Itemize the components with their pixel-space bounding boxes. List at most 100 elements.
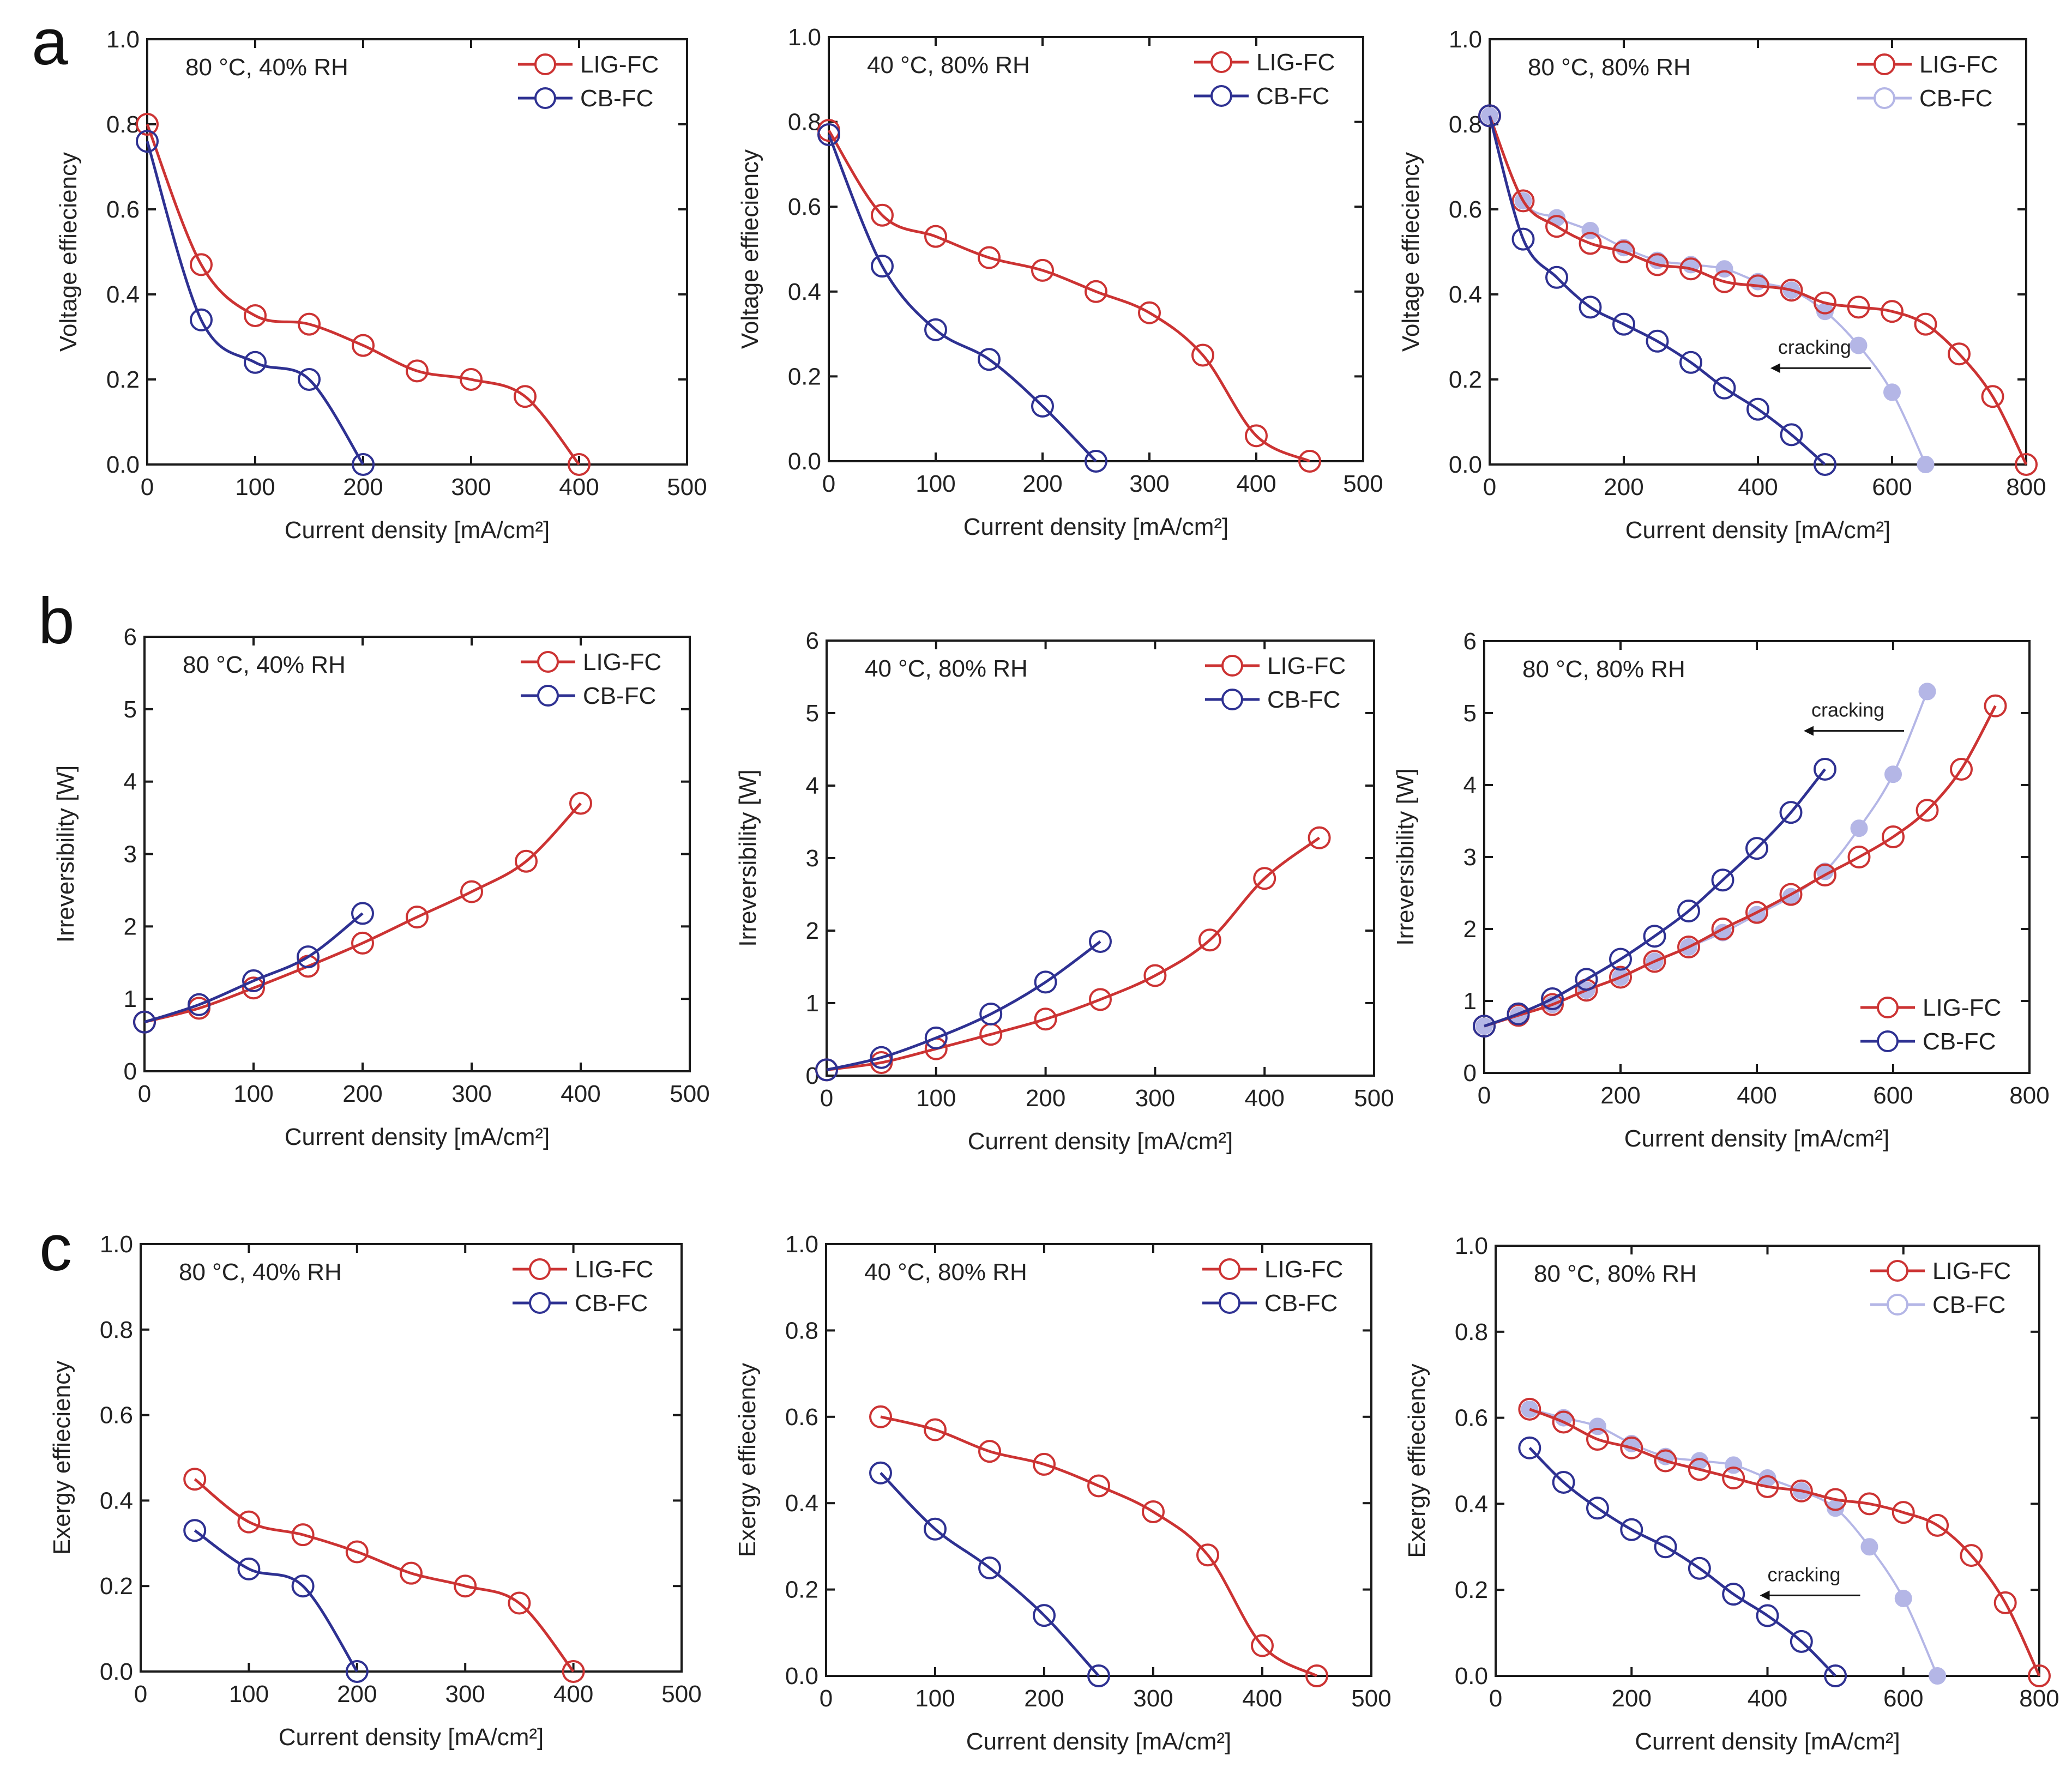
y-axis-title: Exergy effieciency	[1404, 1363, 1430, 1558]
y-axis-title: Irreversibility [W]	[734, 769, 761, 946]
y-tick-label: 3	[1463, 844, 1477, 871]
data-point-lig-fc	[1960, 1544, 1983, 1567]
data-point-cb-fc	[1643, 925, 1666, 948]
data-point-lig-fc	[1034, 1007, 1057, 1031]
x-tick-label: 500	[1351, 1685, 1391, 1712]
x-tick-label: 800	[2019, 1685, 2059, 1712]
data-point-lig-fc	[406, 906, 429, 929]
x-tick-label: 100	[916, 1085, 956, 1112]
x-tick-label: 100	[235, 474, 275, 500]
y-tick-label: 0.8	[100, 1317, 133, 1343]
x-axis-title: Current density [mA/cm²]	[1635, 1728, 1900, 1755]
data-point-cb-fc	[1541, 987, 1564, 1011]
data-point-cb-fc	[298, 368, 321, 391]
legend-marker-cb-fc	[1219, 1292, 1240, 1314]
x-tick-label: 100	[233, 1081, 273, 1107]
data-point-cb-fc	[190, 308, 213, 331]
data-point-lig-fc	[190, 253, 213, 276]
data-point-lig-fc	[1031, 258, 1054, 282]
y-tick-label: 0.0	[1455, 1663, 1488, 1690]
data-point-cb-fc-faded	[1929, 1667, 1947, 1685]
data-point-lig-fc	[515, 849, 538, 873]
legend-marker-cb-fc	[1210, 85, 1232, 107]
data-point-cb-fc	[188, 993, 210, 1016]
chart-a2: 0 100 200 300 400 500 0.0 0.2 0.4 0.6 0.8 1.0 Curren…	[737, 24, 1383, 540]
data-point-lig-fc	[1847, 846, 1871, 868]
legend-marker-cb-fc	[1887, 1294, 1908, 1316]
y-tick-label: 0.0	[1449, 451, 1482, 478]
x-tick-label: 200	[1604, 474, 1643, 500]
x-tick-label: 300	[1133, 1685, 1173, 1712]
chart-b1: 0 100 200 300 400 500 0 1 2 3 4 5 6 Current density […	[52, 624, 710, 1150]
legend-marker-cb-fc	[534, 87, 556, 109]
legend-marker-lig-fc	[1219, 1258, 1240, 1280]
data-point-cb-fc	[297, 945, 320, 969]
y-tick-label: 0.4	[100, 1487, 133, 1514]
condition-label: 80 °C, 40% RH	[179, 1259, 342, 1286]
data-point-cb-fc-faded	[1850, 336, 1868, 354]
x-tick-label: 300	[451, 1081, 491, 1107]
annotation-text: cracking	[1778, 336, 1851, 358]
y-tick-label: 2	[806, 918, 819, 944]
x-tick-label: 500	[667, 474, 707, 500]
data-point-lig-fc	[2028, 1664, 2051, 1687]
data-point-lig-fc	[1143, 964, 1167, 987]
data-point-cb-fc	[1609, 948, 1632, 971]
data-point-cb-fc	[1711, 868, 1734, 892]
y-tick-label: 0.4	[1455, 1491, 1488, 1517]
y-tick-label: 6	[806, 627, 819, 654]
panel-letter-b: b	[38, 584, 75, 657]
charts: 0 100 200 300 400 5000.00.20.40.60.81.0Curren…	[49, 24, 2059, 1755]
legend-marker-lig-fc	[537, 651, 559, 673]
data-point-cb-fc-faded	[1917, 456, 1935, 473]
data-point-lig-fc	[508, 1591, 531, 1615]
data-point-cb-fc	[1033, 1604, 1056, 1627]
data-point-cb-fc-faded	[1860, 1538, 1878, 1556]
legend-marker-lig-fc	[534, 53, 556, 75]
y-tick-label: 0.8	[785, 1317, 818, 1344]
y-tick-label: 0.2	[100, 1573, 133, 1600]
data-point-lig-fc	[237, 1510, 261, 1534]
condition-label: 80 °C, 80% RH	[1522, 656, 1685, 683]
data-point-lig-fc	[1654, 1449, 1677, 1473]
data-point-cb-fc	[1824, 1664, 1847, 1687]
annotation-arrow-head	[1760, 1590, 1770, 1601]
y-tick-label: 0.4	[785, 1490, 818, 1517]
data-point-lig-fc	[1914, 312, 1937, 336]
y-tick-label: 0	[124, 1058, 137, 1085]
x-tick-label: 400	[1236, 470, 1276, 497]
data-point-lig-fc	[1722, 1467, 1745, 1490]
y-tick-label: 0.6	[785, 1404, 818, 1431]
legend-marker-lig-fc	[1210, 51, 1232, 73]
data-point-lig-fc	[924, 225, 947, 248]
legend-marker-cb-fc	[537, 685, 559, 707]
data-point-cb-fc	[1746, 397, 1769, 421]
x-tick-label: 800	[2009, 1082, 2049, 1109]
data-point-lig-fc	[568, 453, 591, 476]
data-point-cb-fc	[1545, 266, 1568, 289]
series-line-lig-fc	[144, 802, 582, 1024]
data-point-lig-fc	[1612, 240, 1635, 263]
x-tick-label: 500	[1343, 470, 1383, 497]
x-tick-label: 400	[561, 1081, 600, 1107]
data-point-lig-fc	[514, 385, 537, 408]
data-point-cb-fc	[345, 1660, 369, 1683]
data-point-cb-fc	[1688, 1556, 1711, 1580]
y-tick-label: 1	[1463, 988, 1477, 1015]
y-tick-label: 1.0	[100, 1231, 133, 1258]
data-point-lig-fc	[1305, 1664, 1328, 1687]
data-point-cb-fc	[1679, 351, 1702, 374]
data-point-lig-fc	[1087, 1474, 1110, 1498]
data-point-lig-fc	[460, 368, 483, 391]
y-tick-label: 0	[1463, 1060, 1477, 1087]
series-line-cb-fc	[194, 1529, 358, 1673]
data-point-cb-fc	[183, 1519, 207, 1542]
y-tick-label: 5	[806, 700, 819, 727]
x-tick-label: 0	[820, 1085, 833, 1112]
x-tick-label: 0	[822, 470, 835, 497]
y-tick-label: 2	[1463, 916, 1477, 943]
data-point-lig-fc	[1713, 270, 1736, 293]
x-tick-label: 400	[1738, 474, 1778, 500]
series-line-cb-fc-faded	[1489, 115, 1927, 465]
